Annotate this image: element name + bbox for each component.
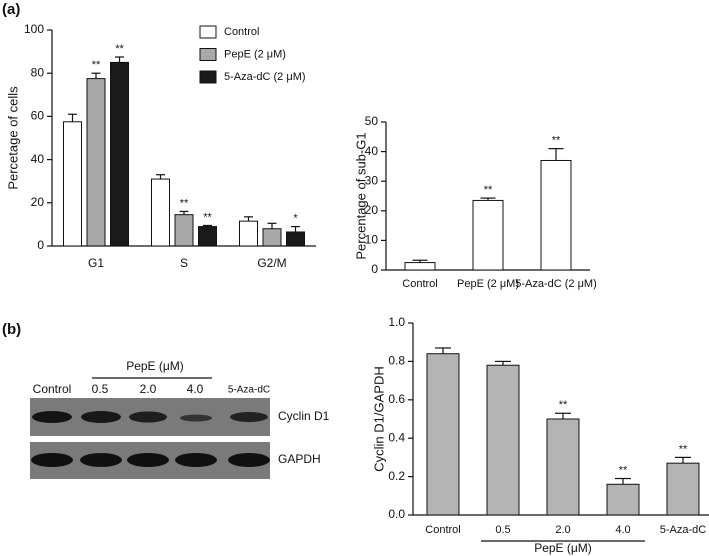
y-axis-label: Percetage of cells bbox=[5, 86, 20, 190]
y-tick-label: 20 bbox=[31, 195, 45, 209]
band bbox=[175, 453, 217, 467]
y-tick-label: 1.0 bbox=[388, 315, 405, 329]
bar bbox=[426, 353, 460, 516]
y-tick-label: 0.2 bbox=[388, 469, 405, 483]
significance-label: ** bbox=[619, 464, 628, 476]
x-tick-label: PepE (2 μM) bbox=[457, 278, 519, 290]
bar bbox=[198, 226, 217, 247]
band bbox=[31, 453, 73, 467]
y-axis-label: Cyclin D1/GAPDH bbox=[371, 366, 386, 471]
y-tick-label: 0 bbox=[371, 262, 378, 276]
bar bbox=[606, 483, 640, 516]
panel-label: (a) bbox=[2, 1, 20, 18]
band bbox=[81, 411, 121, 423]
y-tick-label: 0 bbox=[37, 238, 44, 252]
group-label: PepE (μM) bbox=[534, 541, 592, 555]
legend-swatch bbox=[199, 70, 217, 84]
x-tick-label: 5-Aza-dC (2 μM) bbox=[515, 278, 597, 290]
legend-swatch bbox=[199, 48, 217, 61]
significance-label: ** bbox=[180, 197, 189, 209]
y-axis-label: Percentage of sub-G1 bbox=[353, 132, 368, 259]
bar bbox=[86, 78, 106, 247]
significance-label: ** bbox=[203, 211, 212, 223]
lane-label: 0.5 bbox=[92, 382, 109, 396]
x-tick-label: Control bbox=[425, 524, 460, 536]
y-tick-label: 50 bbox=[365, 114, 379, 128]
x-tick-label: 2.0 bbox=[555, 524, 570, 536]
x-tick-label: Control bbox=[402, 278, 437, 290]
bar bbox=[63, 121, 82, 247]
lane-label: 2.0 bbox=[140, 382, 157, 396]
y-tick-label: 40 bbox=[365, 144, 379, 158]
x-tick-label: 4.0 bbox=[615, 524, 630, 536]
band bbox=[180, 414, 212, 422]
band bbox=[32, 411, 72, 423]
lane-label: 5-Aza-dC bbox=[228, 385, 270, 396]
band bbox=[129, 411, 167, 423]
significance-label: ** bbox=[92, 59, 101, 71]
row-label: Cyclin D1 bbox=[278, 409, 330, 423]
bar bbox=[239, 220, 258, 247]
western-blot: PepE (μM) Control 0.5 2.0 4.0 5-Aza-dC C… bbox=[30, 359, 330, 479]
bar bbox=[666, 462, 700, 516]
bar bbox=[486, 364, 520, 516]
y-tick-label: 30 bbox=[365, 173, 379, 187]
row-label: GAPDH bbox=[278, 452, 321, 466]
bar bbox=[472, 199, 504, 271]
y-tick-label: 60 bbox=[31, 109, 45, 123]
legend-label: Control bbox=[224, 26, 259, 38]
y-tick-label: 40 bbox=[31, 152, 45, 166]
significance-label: ** bbox=[552, 135, 561, 147]
bar bbox=[151, 178, 170, 247]
y-tick-label: 0.0 bbox=[388, 507, 405, 521]
significance-label: ** bbox=[679, 443, 688, 455]
significance-label: * bbox=[293, 212, 298, 224]
bar bbox=[404, 262, 436, 271]
legend-swatch bbox=[199, 25, 217, 39]
x-tick-label: 5-Aza-dC bbox=[660, 524, 707, 536]
significance-label: ** bbox=[115, 43, 124, 55]
band bbox=[228, 453, 270, 467]
bar bbox=[110, 61, 129, 247]
bar bbox=[262, 228, 282, 247]
y-tick-label: 0.8 bbox=[388, 354, 405, 368]
legend-label: 5-Aza-dC (2 μM) bbox=[224, 71, 306, 83]
bar bbox=[286, 231, 305, 247]
blot-group-label: PepE (μM) bbox=[126, 359, 184, 373]
bar bbox=[546, 418, 580, 516]
significance-label: ** bbox=[484, 184, 493, 196]
y-tick-label: 20 bbox=[365, 203, 379, 217]
x-tick-label: S bbox=[180, 256, 188, 270]
y-tick-label: 100 bbox=[24, 22, 44, 36]
y-tick-label: 10 bbox=[365, 233, 379, 247]
lane-label: Control bbox=[33, 382, 72, 396]
y-tick-label: 0.4 bbox=[388, 430, 405, 444]
x-tick-label: G2/M bbox=[257, 256, 286, 270]
x-tick-label: G1 bbox=[88, 256, 104, 270]
y-tick-label: 80 bbox=[31, 65, 45, 79]
lane-label: 4.0 bbox=[187, 382, 204, 396]
y-tick-label: 0.6 bbox=[388, 392, 405, 406]
bar bbox=[540, 159, 572, 271]
band bbox=[230, 412, 268, 422]
panel-label: (b) bbox=[2, 321, 21, 338]
significance-label: ** bbox=[559, 399, 568, 411]
band bbox=[127, 453, 169, 467]
x-tick-label: 0.5 bbox=[495, 524, 510, 536]
bar bbox=[174, 214, 194, 247]
legend-label: PepE (2 μM) bbox=[224, 48, 286, 60]
band bbox=[80, 453, 122, 467]
